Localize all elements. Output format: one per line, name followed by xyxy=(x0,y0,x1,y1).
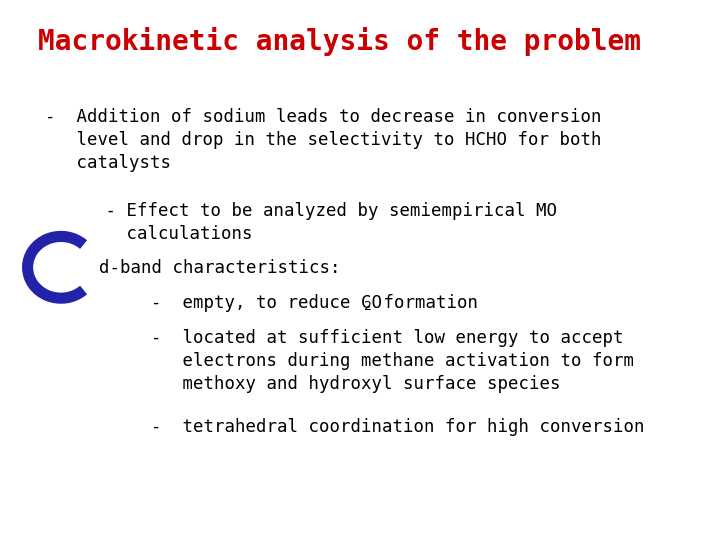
Text: Macrokinetic analysis of the problem: Macrokinetic analysis of the problem xyxy=(38,27,642,56)
Text: -  Addition of sodium leads to decrease in conversion
   level and drop in the s: - Addition of sodium leads to decrease i… xyxy=(45,108,601,172)
Text: d-band characteristics:: d-band characteristics: xyxy=(99,259,341,277)
Text: - Effect to be analyzed by semiempirical MO
     calculations: - Effect to be analyzed by semiempirical… xyxy=(73,202,557,244)
Text: formation: formation xyxy=(374,294,478,312)
Text: -  empty, to reduce CO: - empty, to reduce CO xyxy=(150,294,382,312)
Text: -  located at sufficient low energy to accept
   electrons during methane activa: - located at sufficient low energy to ac… xyxy=(150,329,634,393)
Text: 2: 2 xyxy=(364,300,372,313)
Text: -  tetrahedral coordination for high conversion: - tetrahedral coordination for high conv… xyxy=(150,418,644,436)
